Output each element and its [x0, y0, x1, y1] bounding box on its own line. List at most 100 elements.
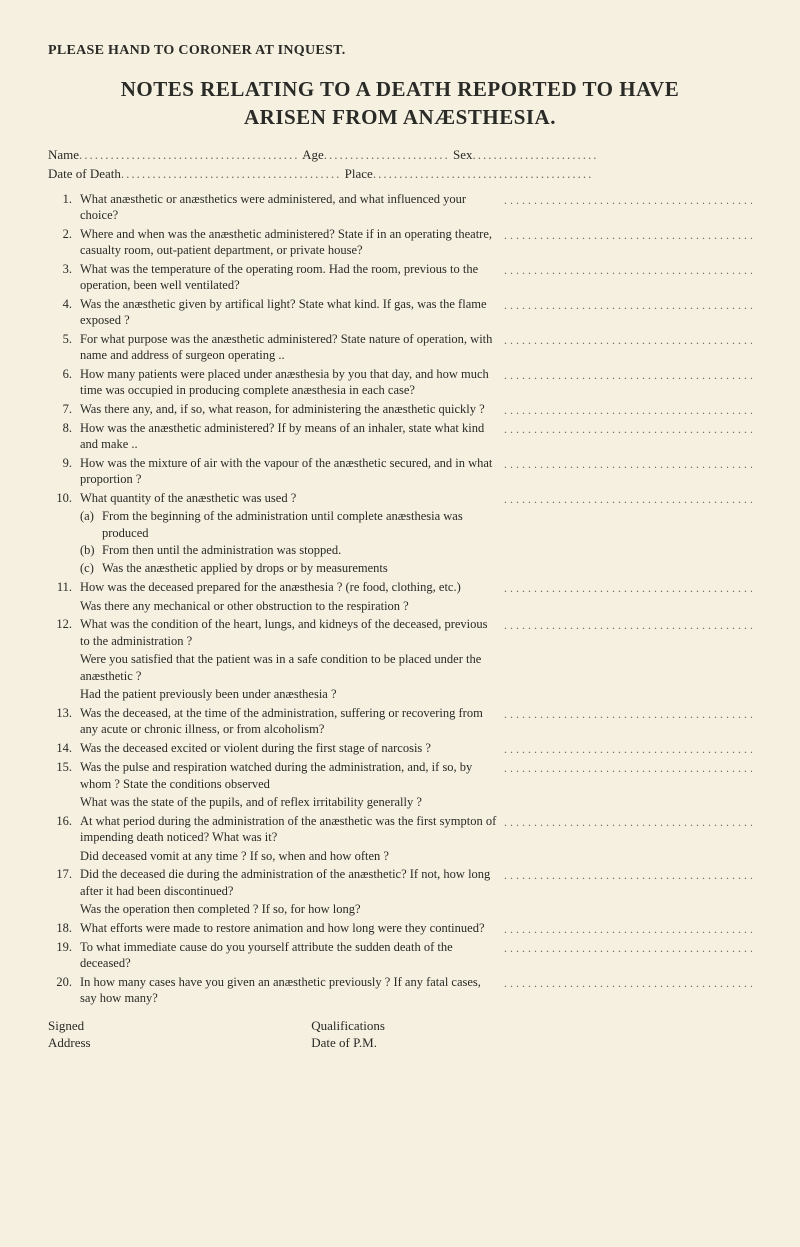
- question-body: How many patients were placed under anæs…: [80, 366, 500, 399]
- answer-dots: [500, 191, 752, 208]
- signed-label: Signed: [48, 1018, 84, 1033]
- question-text: Was there any, and, if so, what reason, …: [80, 401, 500, 418]
- question-item: 13.Was the deceased, at the time of the …: [48, 705, 752, 738]
- dots: [121, 166, 342, 181]
- question-body: Was the deceased, at the time of the adm…: [80, 705, 500, 738]
- question-body: Was the anæsthetic given by artifical li…: [80, 296, 500, 329]
- question-text: Was the pulse and respiration watched du…: [80, 759, 500, 792]
- answer-dots: [500, 261, 752, 278]
- question-text: What efforts were made to restore animat…: [80, 920, 500, 937]
- date-pm-label: Date of P.M.: [311, 1035, 377, 1050]
- answer-dots: [500, 420, 752, 437]
- answer-dots: [500, 759, 752, 776]
- signature-row-2: Address Date of P.M.: [48, 1034, 752, 1052]
- question-body: Was the deceased excited or violent duri…: [80, 740, 500, 757]
- question-item: 4.Was the anæsthetic given by artifical …: [48, 296, 752, 329]
- question-text: Did the deceased die during the administ…: [80, 866, 500, 899]
- answer-dots: [500, 939, 752, 956]
- question-text: How many patients were placed under anæs…: [80, 366, 500, 399]
- question-body: How was the anæsthetic administered? If …: [80, 420, 500, 453]
- answer-dots: [500, 331, 752, 348]
- question-number: 20.: [48, 974, 80, 991]
- sub-item: (b)From then until the administration wa…: [80, 542, 500, 559]
- question-number: 19.: [48, 939, 80, 956]
- question-body: What quantity of the anæsthetic was used…: [80, 490, 500, 578]
- answer-dots: [500, 226, 752, 243]
- question-extra: Were you satisfied that the patient was …: [80, 651, 500, 684]
- sub-text: From then until the administration was s…: [102, 542, 500, 559]
- question-text: How was the mixture of air with the vapo…: [80, 455, 500, 488]
- question-item: 3.What was the temperature of the operat…: [48, 261, 752, 294]
- field-row-2: Date of Death Place: [48, 165, 752, 183]
- question-item: 1.What anæsthetic or anæsthetics were ad…: [48, 191, 752, 224]
- question-item: 7.Was there any, and, if so, what reason…: [48, 401, 752, 418]
- question-extra: Was the operation then completed ? If so…: [80, 901, 500, 918]
- dots: [473, 147, 599, 162]
- answer-dots: [500, 740, 752, 757]
- signature-row-1: Signed Qualifications: [48, 1017, 752, 1035]
- answer-dots: [500, 974, 752, 991]
- question-number: 3.: [48, 261, 80, 278]
- question-item: 5.For what purpose was the anæsthetic ad…: [48, 331, 752, 364]
- question-text: What was the condition of the heart, lun…: [80, 616, 500, 649]
- question-number: 11.: [48, 579, 80, 596]
- title-line-1: NOTES RELATING TO A DEATH REPORTED TO HA…: [48, 75, 752, 103]
- answer-dots: [500, 490, 752, 507]
- qualifications-label: Qualifications: [311, 1018, 385, 1033]
- date-of-death-label: Date of Death: [48, 166, 121, 181]
- question-text: Where and when was the anæsthetic admini…: [80, 226, 500, 259]
- question-item: 12.What was the condition of the heart, …: [48, 616, 752, 703]
- answer-dots: [500, 866, 752, 883]
- answer-dots: [500, 401, 752, 418]
- answer-dots: [500, 920, 752, 937]
- question-number: 6.: [48, 366, 80, 383]
- question-body: How was the deceased prepared for the an…: [80, 579, 500, 614]
- question-body: Where and when was the anæsthetic admini…: [80, 226, 500, 259]
- question-number: 7.: [48, 401, 80, 418]
- question-text: Was the deceased excited or violent duri…: [80, 740, 500, 757]
- question-body: In how many cases have you given an anæs…: [80, 974, 500, 1007]
- dots: [324, 147, 450, 162]
- question-body: Was there any, and, if so, what reason, …: [80, 401, 500, 418]
- question-item: 17.Did the deceased die during the admin…: [48, 866, 752, 918]
- question-text: To what immediate cause do you yourself …: [80, 939, 500, 972]
- question-number: 14.: [48, 740, 80, 757]
- question-body: At what period during the administration…: [80, 813, 500, 865]
- question-item: 15.Was the pulse and respiration watched…: [48, 759, 752, 811]
- question-item: 16.At what period during the administrat…: [48, 813, 752, 865]
- question-body: What efforts were made to restore animat…: [80, 920, 500, 937]
- question-text: At what period during the administration…: [80, 813, 500, 846]
- question-extra: Had the patient previously been under an…: [80, 686, 500, 703]
- question-text: For what purpose was the anæsthetic admi…: [80, 331, 500, 364]
- question-item: 10.What quantity of the anæsthetic was u…: [48, 490, 752, 578]
- field-row-1: Name Age Sex: [48, 146, 752, 164]
- answer-dots: [500, 296, 752, 313]
- question-text: Was the anæsthetic given by artifical li…: [80, 296, 500, 329]
- question-number: 16.: [48, 813, 80, 830]
- question-item: 18.What efforts were made to restore ani…: [48, 920, 752, 937]
- question-text: Was the deceased, at the time of the adm…: [80, 705, 500, 738]
- question-text: In how many cases have you given an anæs…: [80, 974, 500, 1007]
- question-number: 18.: [48, 920, 80, 937]
- question-body: To what immediate cause do you yourself …: [80, 939, 500, 972]
- question-text: What anæsthetic or anæsthetics were admi…: [80, 191, 500, 224]
- name-label: Name: [48, 147, 79, 162]
- answer-dots: [500, 579, 752, 596]
- answer-dots: [500, 616, 752, 633]
- question-number: 15.: [48, 759, 80, 776]
- question-item: 9.How was the mixture of air with the va…: [48, 455, 752, 488]
- sub-text: Was the anæsthetic applied by drops or b…: [102, 560, 500, 577]
- question-number: 1.: [48, 191, 80, 208]
- question-body: Was the pulse and respiration watched du…: [80, 759, 500, 811]
- sub-label: (a): [80, 508, 102, 525]
- question-item: 20.In how many cases have you given an a…: [48, 974, 752, 1007]
- address-label: Address: [48, 1035, 91, 1050]
- question-number: 9.: [48, 455, 80, 472]
- question-item: 8.How was the anæsthetic administered? I…: [48, 420, 752, 453]
- top-instruction: PLEASE HAND TO CORONER AT INQUEST.: [48, 42, 752, 61]
- question-item: 14.Was the deceased excited or violent d…: [48, 740, 752, 757]
- sub-item: (a)From the beginning of the administrat…: [80, 508, 500, 541]
- answer-dots: [500, 366, 752, 383]
- document-page: PLEASE HAND TO CORONER AT INQUEST. NOTES…: [48, 42, 752, 1052]
- question-item: 2.Where and when was the anæsthetic admi…: [48, 226, 752, 259]
